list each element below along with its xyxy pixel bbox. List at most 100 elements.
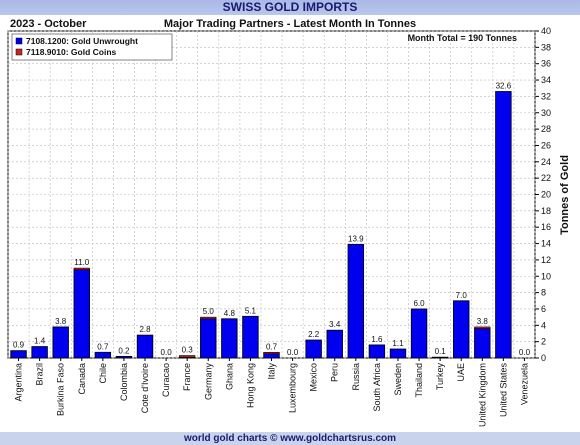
bar-unwrought-cote-d-ivoire bbox=[136, 334, 154, 359]
x-tick-label: Colombia bbox=[119, 363, 129, 401]
chart-period: 2023 - October bbox=[10, 18, 87, 30]
bar-unwrought-chile bbox=[94, 351, 112, 359]
bar-value-label: 0.1 bbox=[435, 347, 447, 356]
x-tick-label: Brazil bbox=[35, 363, 45, 386]
bar-value-label: 6.0 bbox=[413, 299, 425, 308]
bar-value-label: 11.0 bbox=[74, 258, 90, 267]
x-tick-label: Italy bbox=[267, 363, 277, 380]
y-tick-label: 18 bbox=[541, 206, 551, 216]
y-tick-label: 22 bbox=[541, 173, 551, 183]
bar-unwrought-sweden bbox=[389, 348, 407, 359]
bar-value-label: 1.4 bbox=[34, 337, 46, 346]
bar-value-label: 0.2 bbox=[118, 346, 130, 355]
bar-value-label: 1.6 bbox=[371, 335, 383, 344]
bar-value-label: 2.2 bbox=[308, 330, 320, 339]
x-tick-label: Sweden bbox=[393, 363, 403, 396]
bar-unwrought-colombia bbox=[115, 355, 133, 359]
bar-unwrought-canada bbox=[73, 269, 90, 359]
bar-value-label: 3.4 bbox=[329, 320, 341, 329]
bar-value-label: 5.0 bbox=[203, 307, 215, 316]
legend-swatch bbox=[15, 37, 23, 45]
y-tick-label: 34 bbox=[541, 75, 551, 85]
x-tick-label: South Africa bbox=[372, 363, 382, 412]
bar-unwrought-germany bbox=[200, 318, 217, 359]
y-tick-label: 8 bbox=[541, 288, 546, 298]
bar-value-label: 13.9 bbox=[348, 234, 364, 243]
y-tick-label: 0 bbox=[541, 353, 546, 363]
x-tick-label: Mexico bbox=[309, 363, 319, 392]
y-tick-label: 26 bbox=[541, 140, 551, 150]
x-tick-label: Canada bbox=[77, 363, 87, 395]
y-tick-label: 24 bbox=[541, 157, 551, 167]
bar-value-label: 0.0 bbox=[519, 348, 531, 357]
bar-unwrought-brazil bbox=[31, 346, 48, 359]
bar-value-label: 1.1 bbox=[392, 339, 404, 348]
bar-value-label: 2.8 bbox=[139, 325, 151, 334]
bar-unwrought-united-states bbox=[495, 91, 512, 359]
bar-coins-germany bbox=[200, 316, 217, 320]
y-tick-label: 36 bbox=[541, 59, 551, 69]
chart: 2023 - October Major Trading Partners - … bbox=[0, 15, 580, 432]
bar-unwrought-united-kingdom bbox=[474, 328, 491, 359]
y-tick-label: 40 bbox=[541, 26, 551, 36]
y-axis-label: Tonnes of Gold bbox=[559, 155, 571, 235]
x-tick-label: Chile bbox=[98, 363, 108, 384]
x-tick-label: Hong Kong bbox=[245, 363, 255, 408]
bar-value-label: 0.9 bbox=[13, 341, 25, 350]
legend-label: 7108.1200: Gold Unwrought bbox=[26, 36, 138, 46]
bar-unwrought-turkey bbox=[431, 356, 449, 359]
x-tick-label: United Kingdom bbox=[477, 363, 487, 427]
x-tick-label: UAE bbox=[456, 363, 466, 382]
bar-unwrought-peru bbox=[326, 329, 343, 359]
bar-unwrought-thailand bbox=[410, 308, 428, 359]
bar-value-label: 32.6 bbox=[496, 81, 512, 90]
y-tick-label: 10 bbox=[541, 271, 551, 281]
bar-coins-france bbox=[179, 355, 196, 358]
bar-value-label: 0.7 bbox=[97, 342, 109, 351]
bar-value-label: 0.3 bbox=[182, 346, 194, 355]
x-tick-label: Argentina bbox=[14, 363, 24, 402]
x-tick-label: France bbox=[182, 363, 192, 391]
x-tick-label: Cote d'Ivoire bbox=[140, 363, 150, 413]
legend-swatch bbox=[15, 48, 23, 56]
bar-unwrought-uae bbox=[453, 300, 470, 359]
bar-value-label: 3.8 bbox=[477, 317, 489, 326]
bar-unwrought-burkina-faso bbox=[52, 326, 69, 359]
y-tick-label: 32 bbox=[541, 91, 551, 101]
y-tick-label: 16 bbox=[541, 222, 551, 232]
legend-box bbox=[11, 33, 173, 61]
bar-coins-italy bbox=[263, 351, 280, 355]
y-tick-label: 6 bbox=[541, 304, 546, 314]
bar-value-label: 3.8 bbox=[55, 317, 67, 326]
bar-value-label: 4.8 bbox=[224, 309, 236, 318]
y-tick-label: 28 bbox=[541, 124, 551, 134]
y-tick-label: 38 bbox=[541, 42, 551, 52]
bar-unwrought-south-africa bbox=[368, 344, 386, 359]
bar-unwrought-ghana bbox=[221, 318, 238, 359]
y-tick-label: 4 bbox=[541, 320, 546, 330]
x-tick-label: Russia bbox=[351, 363, 361, 391]
bar-value-label: 5.1 bbox=[245, 306, 257, 315]
legend-label: 7118.9010: Gold Coins bbox=[26, 47, 117, 57]
bar-coins-canada bbox=[73, 267, 90, 271]
x-tick-label: Turkey bbox=[435, 363, 445, 391]
chart-title: Major Trading Partners - Latest Month In… bbox=[164, 18, 416, 30]
bar-unwrought-russia bbox=[347, 243, 365, 359]
x-tick-label: Luxembourg bbox=[288, 363, 298, 413]
month-total-annotation: Month Total = 190 Tonnes bbox=[408, 33, 517, 43]
bar-value-label: 0.7 bbox=[266, 342, 278, 351]
bar-unwrought-argentina bbox=[10, 350, 27, 359]
x-tick-label: Burkina Faso bbox=[56, 363, 66, 416]
y-tick-label: 20 bbox=[541, 190, 551, 200]
bar-unwrought-mexico bbox=[305, 339, 322, 359]
plot-frame bbox=[7, 30, 536, 359]
y-tick-label: 12 bbox=[541, 255, 551, 265]
plot-area: 02468101214161820222426283032343638400.9… bbox=[7, 26, 551, 427]
footer-credit: world gold charts © www.goldchartsrus.co… bbox=[183, 433, 397, 444]
x-tick-label: Peru bbox=[330, 363, 340, 382]
bar-value-label: 7.0 bbox=[456, 291, 468, 300]
page-title: SWISS GOLD IMPORTS bbox=[0, 0, 580, 15]
x-tick-label: United States bbox=[498, 363, 508, 418]
bar-value-label: 0.0 bbox=[161, 348, 173, 357]
